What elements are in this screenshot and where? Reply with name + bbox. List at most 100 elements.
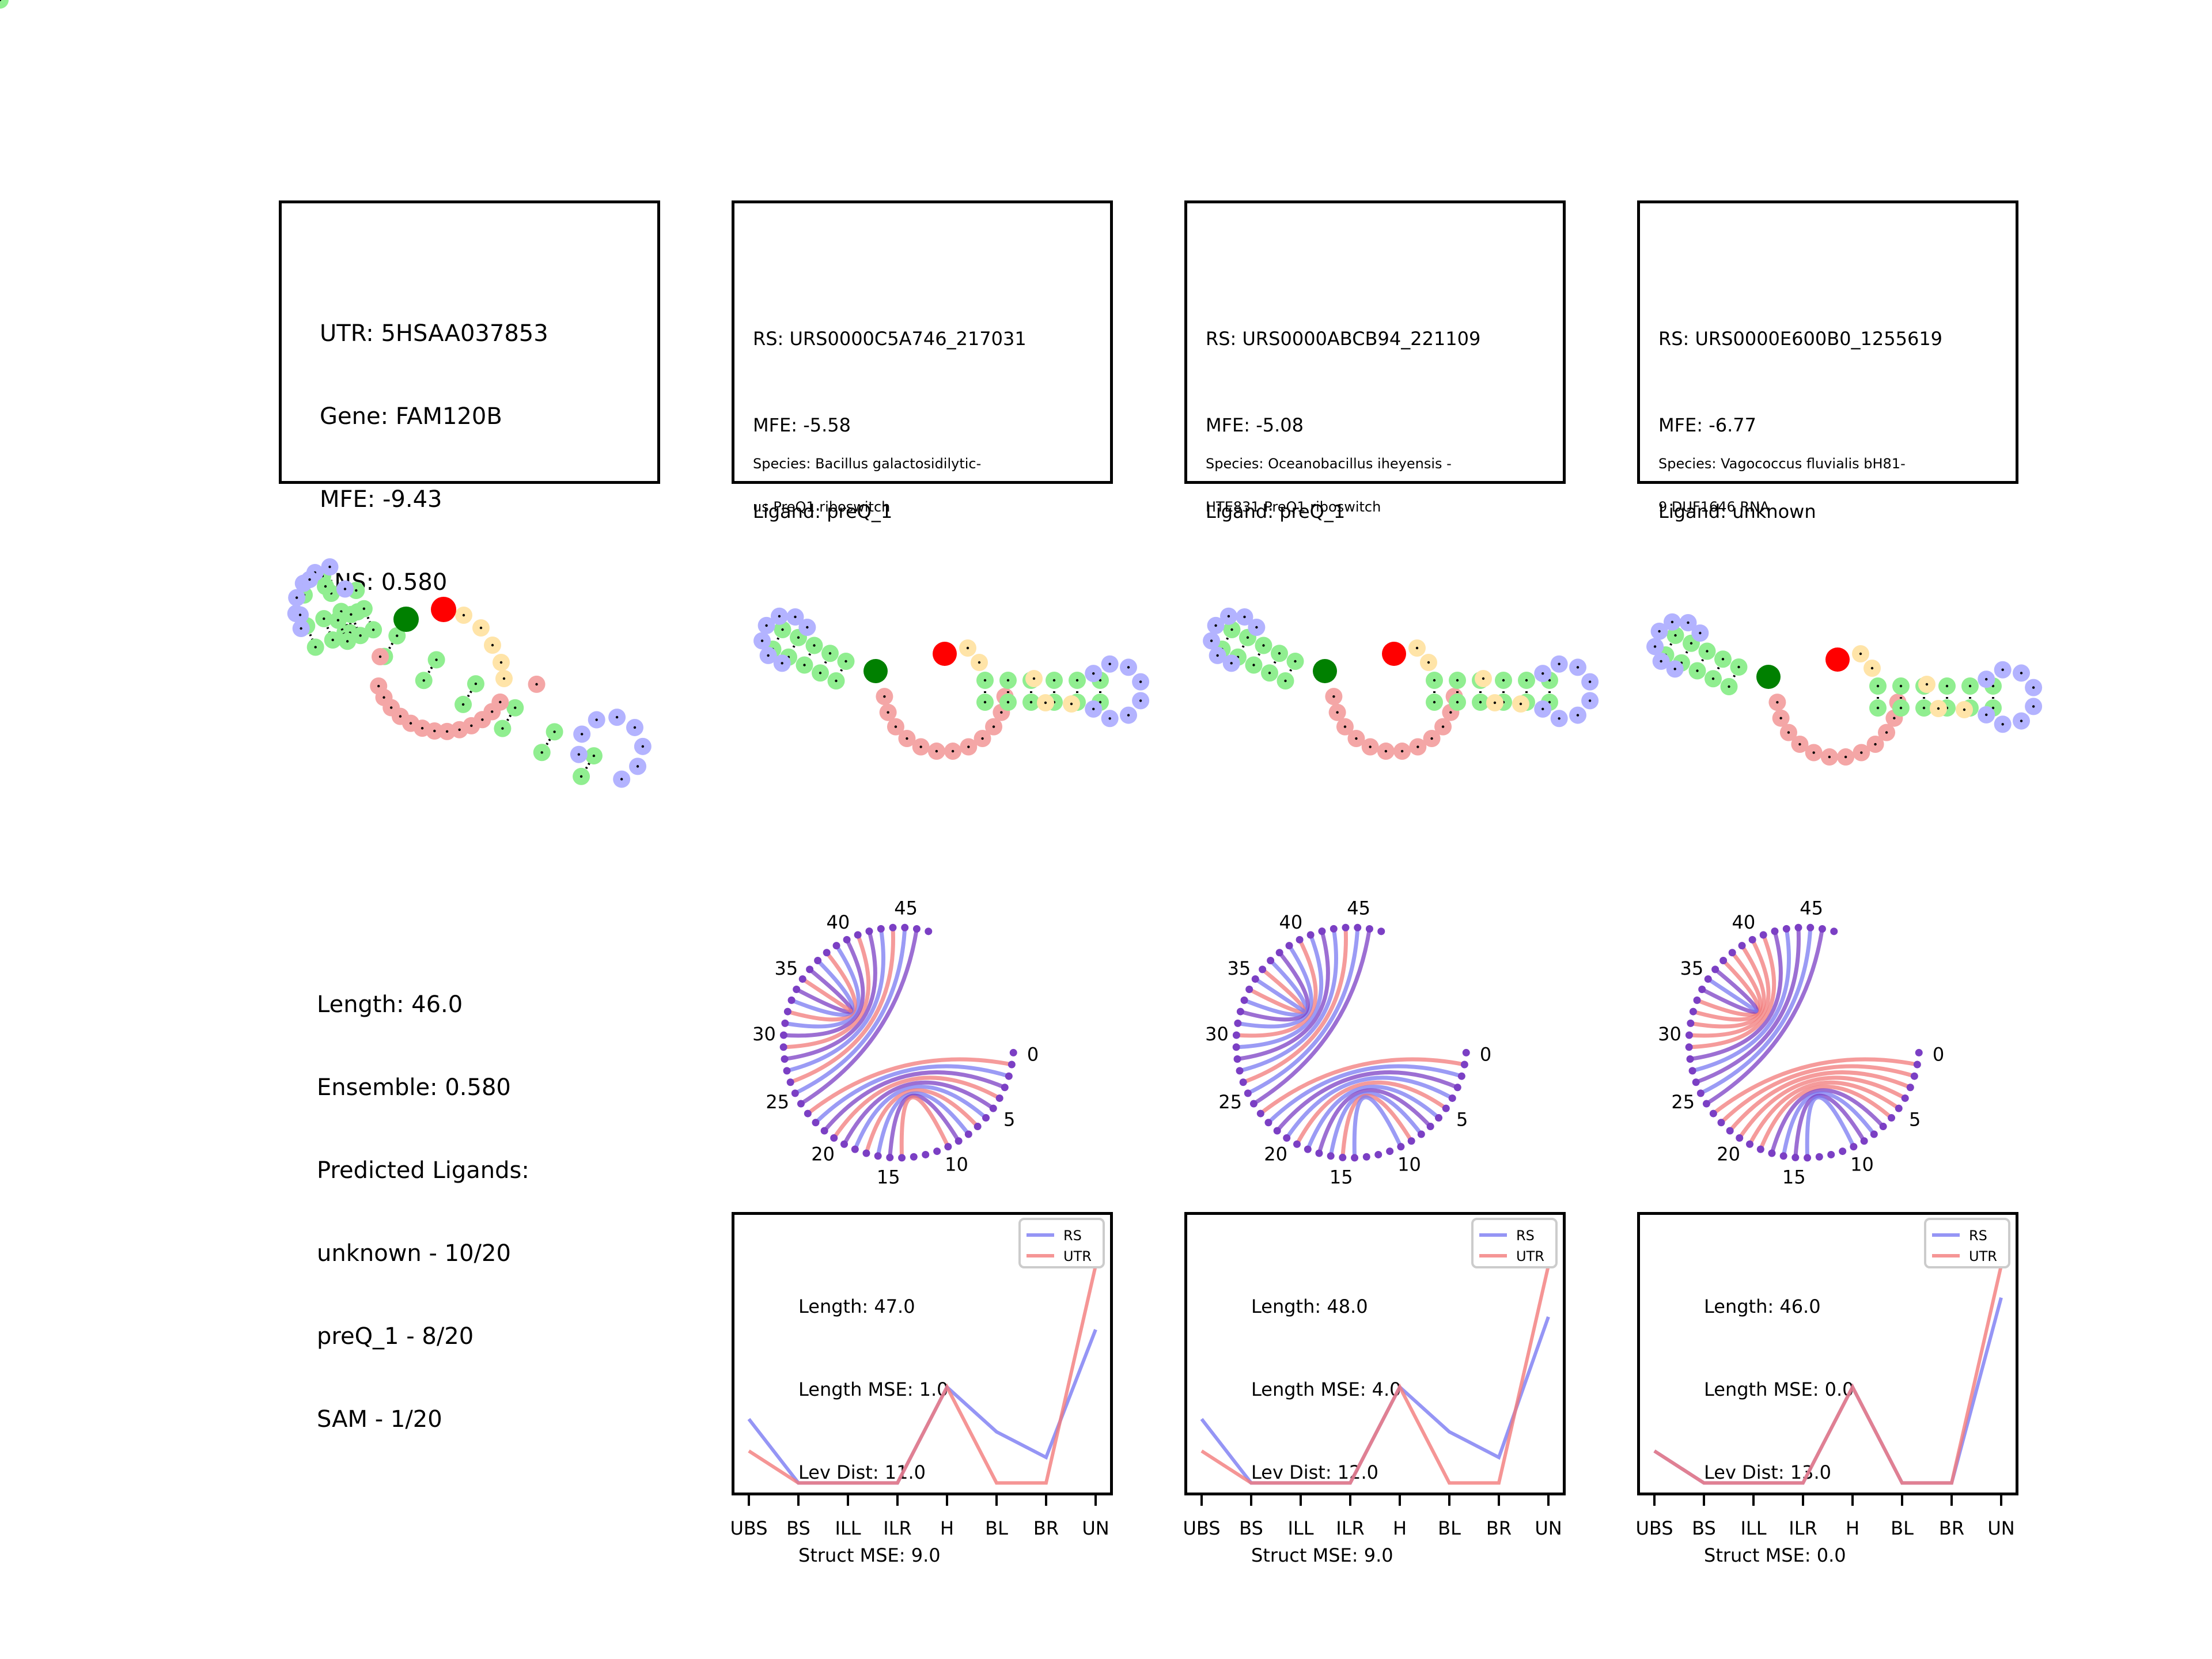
arc-node — [1275, 949, 1283, 957]
nucleotide-center — [1214, 624, 1217, 627]
stat-struct-mse: Struct MSE: 9.0 — [798, 1544, 941, 1566]
arc-node — [1249, 1100, 1257, 1108]
arc-tick-label: 25 — [766, 1091, 789, 1113]
nucleotide-center — [1227, 615, 1230, 618]
pair-arc — [789, 927, 895, 1085]
nucleotide-center — [1369, 745, 1372, 748]
pair-arc — [1781, 1091, 1876, 1157]
arc-node — [1273, 1127, 1281, 1135]
pair-arc — [1306, 1085, 1440, 1150]
x-tick-label: BL — [1438, 1517, 1461, 1539]
nucleotide-center — [1246, 636, 1249, 639]
arc-node — [1687, 1019, 1695, 1027]
nucleotide-center — [966, 646, 969, 650]
arc-node — [1386, 1147, 1394, 1156]
arc-node — [1830, 927, 1838, 935]
arc-node — [814, 957, 822, 965]
arc-tick-label: 20 — [811, 1143, 835, 1165]
base-pair — [835, 661, 847, 681]
pair-arc — [794, 927, 907, 1096]
nucleotide-center — [1985, 713, 1988, 717]
rs-species: Species: Vagococcus fluvialis bH81- 9 DU… — [1658, 428, 1906, 543]
pair-arc — [1759, 1085, 1893, 1150]
arc-node — [854, 931, 862, 939]
pair-arc — [784, 930, 877, 1061]
base-pair — [1252, 645, 1265, 666]
pair-arc — [1690, 944, 1766, 1029]
nucleotide-center — [894, 725, 897, 728]
nucleotide-center — [1706, 650, 1709, 653]
arc-node — [1888, 1114, 1896, 1122]
arc-node — [1702, 1100, 1710, 1108]
arc-tick-label: 15 — [877, 1166, 900, 1188]
arc-node — [1771, 927, 1779, 935]
nucleotide-center — [935, 749, 938, 753]
base-pair — [803, 645, 816, 666]
comparison-chart-panel-3 — [1637, 1212, 2018, 1495]
nucleotide-center — [1922, 706, 1926, 710]
nucleotide-center — [474, 682, 478, 685]
arc-tick-label: 35 — [1680, 957, 1704, 979]
base-pair — [1712, 658, 1724, 680]
utr-summary-ligand-1: unknown - 10/20 — [317, 1240, 511, 1267]
arc-node — [823, 949, 831, 957]
nucleotide-center — [919, 745, 922, 748]
arc-node — [1448, 1094, 1456, 1102]
arc-node — [1435, 1114, 1443, 1122]
x-tick-label: UBS — [1183, 1517, 1220, 1539]
arc-node — [877, 925, 885, 933]
legend-label: RS — [1063, 1228, 1082, 1244]
nucleotide-center — [803, 664, 806, 666]
arc-node — [1293, 1140, 1301, 1148]
arc-tick-label: 35 — [775, 957, 798, 979]
arc-tick-label: 45 — [894, 897, 918, 919]
x-tick-label: BS — [1239, 1517, 1263, 1539]
pair-arc — [1692, 928, 1791, 1073]
arc-node — [874, 1152, 882, 1160]
nucleotide-center — [355, 589, 358, 592]
nucleotide-center — [592, 754, 596, 757]
pair-arc — [1275, 1070, 1459, 1132]
nucleotide-center — [1541, 707, 1544, 711]
arc-node — [1756, 1145, 1764, 1153]
utr-summary-ensemble: Ensemble: 0.580 — [317, 1074, 511, 1101]
utr-id: UTR: 5HSAA037853 — [320, 320, 548, 347]
pair-arc — [806, 1057, 1013, 1115]
x-tick-label: UBS — [1635, 1517, 1673, 1539]
utr-summary-ligand-3: SAM - 1/20 — [317, 1406, 442, 1433]
x-tick-label: UN — [1535, 1517, 1562, 1539]
nucleotide-center — [399, 715, 402, 718]
start-marker — [863, 659, 888, 683]
arc-tick-label: 30 — [1205, 1023, 1229, 1045]
nucleotide-center — [540, 751, 543, 754]
nucleotide-center — [300, 627, 302, 630]
arc-node — [779, 1043, 787, 1051]
arc-tick-label: 35 — [1228, 957, 1251, 979]
arc-node — [1397, 1143, 1405, 1151]
nucleotide-center — [1576, 666, 1580, 669]
nucleotide-center — [1576, 714, 1580, 717]
pair-arc — [1236, 934, 1324, 1050]
nucleotide-center — [1660, 660, 1662, 663]
x-tick-label: ILR — [1789, 1517, 1817, 1539]
arc-node — [1709, 1109, 1717, 1118]
nucleotide-center — [1812, 751, 1815, 754]
nucleotide-center — [1252, 664, 1255, 666]
arc-node — [1748, 935, 1756, 944]
pair-arc — [864, 1088, 979, 1154]
arc-node — [1738, 942, 1746, 950]
nucleotide-center — [1092, 672, 1095, 675]
series-line-rs — [1200, 1316, 1550, 1485]
arc-node — [1692, 1078, 1700, 1086]
legend-label: UTR — [1516, 1248, 1544, 1264]
pair-arc — [1689, 934, 1777, 1050]
arc-node — [901, 923, 909, 931]
arc-node — [1306, 931, 1315, 939]
nucleotide-center — [1893, 717, 1896, 719]
arc-node — [1460, 1060, 1468, 1069]
arc-tick-label: 20 — [1717, 1143, 1740, 1165]
x-tick-label: BS — [1692, 1517, 1716, 1539]
nucleotide-center — [767, 654, 770, 657]
nucleotide-center — [1968, 684, 1972, 688]
pair-arc — [1719, 1064, 1915, 1124]
